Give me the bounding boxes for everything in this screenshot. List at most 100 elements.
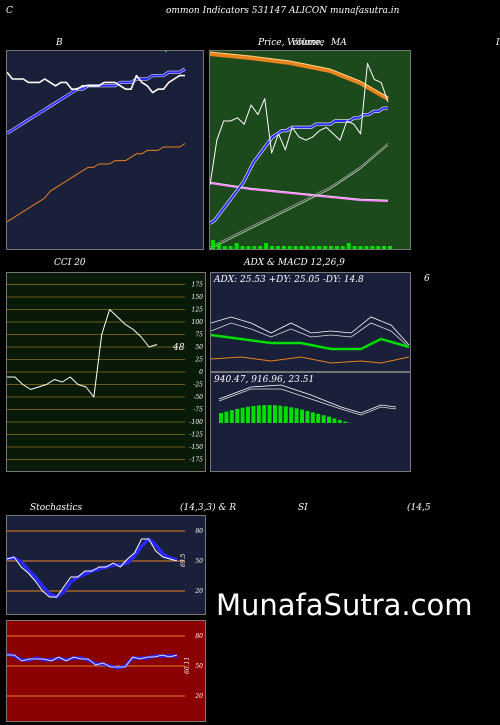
macd-histogram-bar: [305, 410, 310, 423]
macd-histogram-bar: [294, 408, 299, 423]
macd-readout: 940.47, 916.96, 23.51: [214, 375, 315, 385]
volume-bar: [264, 243, 269, 249]
volume-bar: [305, 246, 310, 249]
si-params: (14,5: [407, 503, 431, 513]
macd-histogram-bar: [310, 412, 315, 423]
price-title-volume-overlap: Volume: [291, 38, 325, 48]
stoch-chart: 80 50 20 69.5: [7, 528, 203, 599]
macd-histogram-bar: [229, 410, 234, 423]
rsi-tick-label: 50: [195, 663, 203, 670]
cci-title: CCI 20: [54, 258, 86, 268]
price-ma-mid-outline: [210, 181, 389, 201]
volume-bar: [323, 246, 328, 249]
cci-tick-label: 125: [192, 307, 204, 314]
cci-tick-label: -125: [190, 432, 204, 439]
si-label: SI: [298, 503, 308, 513]
cci-chart: 175 150 125 100 75 50 25 0 -25 -50 -75 -100 -125 -150…: [7, 282, 204, 464]
volume-bar: [329, 246, 333, 249]
price-channel-a: [210, 144, 389, 249]
rsi-panel: 80 50 20 60.11: [6, 620, 206, 722]
adx-right-num: 6: [424, 274, 430, 284]
price-title-volume: Volume,: [287, 38, 324, 48]
volume-bar: [370, 246, 375, 249]
macd-histogram-bar: [283, 406, 288, 423]
stoch-k-blue: [7, 537, 178, 599]
macd-histogram-bar: [246, 406, 250, 423]
bollinger-ma-outline: [7, 67, 186, 135]
volume-bar: [311, 246, 316, 249]
volume-bar: [211, 240, 215, 249]
price-panel: [209, 50, 411, 250]
bollinger-price: [7, 71, 185, 94]
cci-tick-label: -75: [193, 407, 203, 414]
macd-histogram-bar: [300, 409, 304, 423]
macd-histogram-bar: [327, 416, 331, 423]
macd-histogram-bar: [337, 420, 342, 423]
right-letter: I: [496, 38, 500, 48]
cci-line: [7, 309, 158, 398]
rsi-line-white: [7, 654, 178, 668]
stoch-tick-label: 50: [195, 558, 203, 565]
rsi-chart: 80 50 20 60.11: [7, 633, 203, 700]
macd-histogram-bar: [235, 408, 240, 423]
volume-bar: [358, 246, 363, 249]
volume-bar: [246, 246, 251, 249]
cci-tick-label: 75: [195, 332, 203, 339]
adx-panel: [210, 272, 411, 372]
bollinger-title: B: [56, 38, 63, 48]
adx-chart: [211, 316, 410, 364]
volume-bar: [364, 246, 369, 249]
adx-plus-dy: [211, 316, 410, 346]
bollinger-panel: [6, 50, 204, 250]
macd-histogram-bar: [273, 405, 277, 423]
macd-histogram-bar: [219, 413, 223, 423]
header-left-letter: C: [6, 6, 13, 16]
price-channel-b: [210, 142, 389, 248]
volume-bar: [287, 246, 292, 249]
volume-bar: [281, 246, 286, 249]
volume-bar: [388, 246, 392, 249]
volume-bar: [382, 246, 387, 249]
volume-bar: [334, 246, 339, 249]
stoch-d-white: [7, 538, 178, 598]
stoch-params: (14,3,3) & R: [180, 503, 237, 513]
macd-histogram-bar: [278, 405, 283, 423]
page-title: ommon Indicators 531147 ALICON munafasut…: [166, 6, 400, 16]
watermark: MunafaSutra.com: [216, 588, 473, 622]
macd-histogram-bar: [251, 405, 256, 423]
cci-tick-label: 150: [192, 294, 204, 301]
macd-histogram-bar: [256, 405, 261, 423]
cci-tick-label: 175: [192, 282, 204, 289]
cci-value-label: 48: [172, 343, 185, 353]
rsi-tick-label: 20: [194, 693, 203, 700]
bollinger-upper-band: [164, 51, 168, 53]
volume-bar: [275, 246, 280, 249]
cci-tick-label: 0: [199, 369, 203, 376]
cci-tick-label: -150: [190, 444, 204, 451]
bollinger-chart: [7, 51, 186, 223]
cci-tick-label: -175: [190, 457, 204, 464]
price-chart: [210, 51, 392, 249]
cci-panel: 175 150 125 100 75 50 25 0 -25 -50 -75 -100 -125 -150…: [6, 272, 206, 472]
adx-title: ADX & MACD 12,26,9: [244, 258, 345, 268]
bollinger-lower-band: [7, 143, 186, 223]
price-line: [210, 62, 389, 186]
stoch-panel: 80 50 20 69.5: [6, 515, 206, 615]
macd-histogram-bar: [267, 405, 272, 423]
volume-bar: [222, 246, 227, 249]
volume-bar: [216, 243, 221, 249]
macd-histogram-bar: [289, 407, 294, 423]
cci-tick-label: -100: [190, 419, 204, 426]
macd-line: [218, 384, 397, 414]
adx-minus-dy: [211, 322, 410, 348]
macd-histogram-bar: [240, 407, 245, 423]
volume-bar: [228, 246, 233, 249]
cci-tick-label: 25: [194, 357, 203, 364]
macd-histogram-bar: [321, 415, 326, 423]
rsi-value-label: 60.11: [184, 657, 191, 674]
macd-panel: [210, 372, 411, 472]
volume-bar: [346, 243, 351, 249]
cci-tick-label: -25: [193, 382, 203, 389]
volume-bar: [234, 243, 239, 249]
volume-bar: [240, 246, 245, 249]
